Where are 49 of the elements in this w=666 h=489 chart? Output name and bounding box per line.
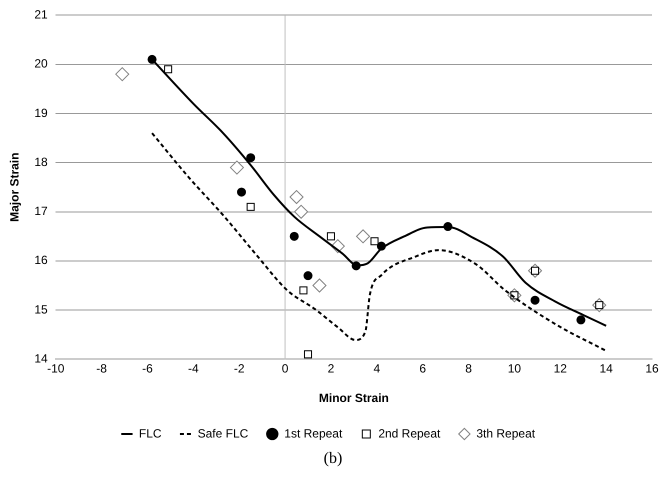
y-tick-label: 16 bbox=[34, 253, 48, 268]
legend-label: Safe FLC bbox=[198, 426, 249, 440]
x-tick-label: 6 bbox=[419, 362, 426, 376]
x-axis-title: Minor Strain bbox=[318, 391, 389, 406]
x-tick-label: 8 bbox=[465, 362, 472, 376]
point bbox=[576, 315, 586, 324]
point bbox=[246, 153, 256, 162]
y-tick-label: 14 bbox=[34, 352, 48, 366]
y-tick-label: 21 bbox=[34, 8, 48, 22]
x-tick-label: 10 bbox=[508, 362, 522, 376]
y-tick-label: 17 bbox=[34, 204, 48, 218]
point bbox=[356, 229, 370, 244]
x-tick-label: 4 bbox=[373, 362, 380, 376]
point bbox=[246, 202, 255, 211]
x-tick-label: 2 bbox=[328, 362, 335, 376]
point bbox=[237, 188, 246, 197]
point bbox=[299, 286, 308, 294]
point bbox=[115, 67, 130, 82]
y-tick-label: 19 bbox=[34, 106, 48, 120]
point bbox=[290, 190, 304, 204]
x-tick-label: 16 bbox=[645, 362, 659, 376]
point bbox=[164, 65, 172, 74]
legend-label: 2nd Repeat bbox=[378, 426, 442, 440]
x-tick-label: -6 bbox=[142, 362, 154, 376]
y-axis-title: Major Strain bbox=[8, 152, 22, 222]
x-tick-label: -8 bbox=[96, 362, 108, 376]
y-tick-label: 15 bbox=[34, 302, 48, 316]
point bbox=[312, 278, 326, 292]
legend-label: 3th Repeat bbox=[476, 426, 536, 440]
text: (b) bbox=[322, 450, 344, 468]
point bbox=[290, 232, 299, 241]
point bbox=[326, 232, 335, 240]
y-tick-label: 20 bbox=[34, 56, 48, 71]
legend-label: FLC bbox=[138, 426, 162, 440]
point bbox=[304, 271, 313, 280]
point bbox=[294, 204, 308, 219]
x-tick-label: 12 bbox=[554, 362, 568, 376]
point bbox=[230, 160, 244, 175]
point bbox=[530, 296, 540, 305]
point bbox=[370, 237, 379, 246]
x-tick-label: 14 bbox=[599, 362, 614, 376]
x-tick-label: 0 bbox=[282, 362, 289, 376]
x-tick-label: -2 bbox=[234, 362, 245, 376]
y-tick-label: 18 bbox=[34, 154, 48, 169]
x-tick-label: -4 bbox=[188, 362, 200, 376]
x-tick-label: -10 bbox=[47, 362, 65, 376]
legend-label: 1st Repeat bbox=[284, 426, 343, 440]
line-series bbox=[151, 132, 608, 352]
point bbox=[304, 350, 312, 358]
